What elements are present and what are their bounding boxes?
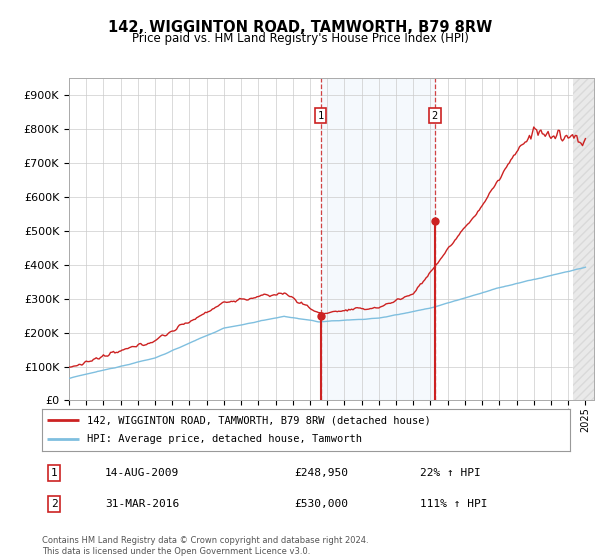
Bar: [320, 78, 435, 400]
Text: 1: 1: [317, 111, 324, 121]
Text: 2: 2: [50, 499, 58, 509]
Text: 142, WIGGINTON ROAD, TAMWORTH, B79 8RW (detached house): 142, WIGGINTON ROAD, TAMWORTH, B79 8RW (…: [87, 415, 431, 425]
Text: £530,000: £530,000: [294, 499, 348, 509]
Bar: [574, 78, 596, 400]
Bar: [574, 78, 596, 400]
Text: 22% ↑ HPI: 22% ↑ HPI: [420, 468, 481, 478]
Text: 142, WIGGINTON ROAD, TAMWORTH, B79 8RW: 142, WIGGINTON ROAD, TAMWORTH, B79 8RW: [108, 20, 492, 35]
Text: 31-MAR-2016: 31-MAR-2016: [105, 499, 179, 509]
Text: £248,950: £248,950: [294, 468, 348, 478]
Text: 1: 1: [50, 468, 58, 478]
Text: Contains HM Land Registry data © Crown copyright and database right 2024.
This d: Contains HM Land Registry data © Crown c…: [42, 536, 368, 556]
Text: 14-AUG-2009: 14-AUG-2009: [105, 468, 179, 478]
Text: 111% ↑ HPI: 111% ↑ HPI: [420, 499, 487, 509]
Text: Price paid vs. HM Land Registry's House Price Index (HPI): Price paid vs. HM Land Registry's House …: [131, 32, 469, 45]
Text: HPI: Average price, detached house, Tamworth: HPI: Average price, detached house, Tamw…: [87, 435, 362, 445]
Text: 2: 2: [431, 111, 438, 121]
